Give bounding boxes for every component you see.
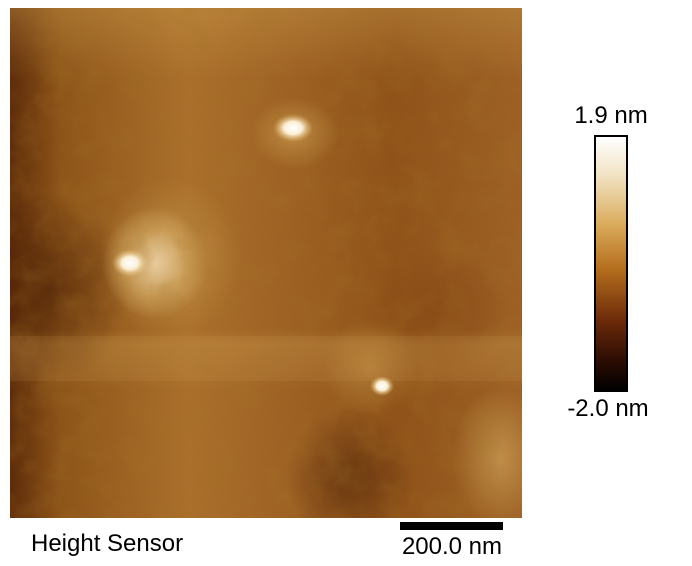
channel-label: Height Sensor	[31, 530, 184, 557]
colorbar-min-label: -2.0 nm	[567, 395, 649, 422]
scan-line-band	[10, 336, 522, 381]
texture-grain	[10, 8, 522, 518]
bright-spot	[273, 114, 313, 142]
scale-bar	[400, 522, 503, 530]
afm-height-image	[10, 8, 522, 518]
colorbar-max-label: 1.9 nm	[574, 102, 648, 129]
height-colorbar	[594, 135, 628, 392]
scale-bar-label: 200.0 nm	[401, 533, 503, 560]
bright-spot	[370, 376, 394, 396]
afm-surface-features	[10, 8, 522, 518]
bright-spot	[112, 249, 148, 277]
